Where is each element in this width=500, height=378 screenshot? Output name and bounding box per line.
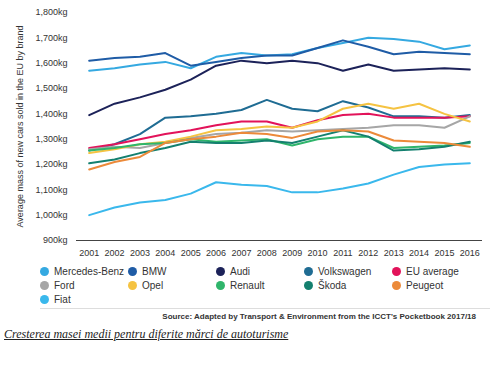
html-text:Audi: Audi <box>230 265 250 277</box>
svg-text:2004: 2004 <box>155 248 175 258</box>
svg-text:2009: 2009 <box>282 248 302 258</box>
svg-text:2014: 2014 <box>409 248 429 258</box>
html-text:Renault: Renault <box>230 279 265 291</box>
html-text:Source: Adapted by Transport &: Source: Adapted by Transport & Environme… <box>162 312 476 321</box>
svg-text:900kg: 900kg <box>43 235 68 245</box>
html-text:Škoda: Škoda <box>318 279 347 291</box>
html-text:Volkswagen: Volkswagen <box>318 265 372 277</box>
html-text:EU average: EU average <box>406 265 459 277</box>
html-text:Peugeot: Peugeot <box>406 279 444 291</box>
svg-text:2015: 2015 <box>434 248 454 258</box>
html-text:Mercedes-Benz: Mercedes-Benz <box>54 265 124 277</box>
svg-text:2005: 2005 <box>181 248 201 258</box>
html-text:Cresterea masei medii pentru d: Cresterea masei medii pentru diferite mă… <box>4 327 289 341</box>
html-text:Fiat: Fiat <box>54 293 71 305</box>
svg-text:1,000kg: 1,000kg <box>35 210 67 220</box>
svg-text:1,200kg: 1,200kg <box>35 159 67 169</box>
html-text:BMW: BMW <box>142 265 167 277</box>
html-text:Opel: Opel <box>142 279 164 291</box>
svg-text:1,600kg: 1,600kg <box>35 58 67 68</box>
svg-text:2010: 2010 <box>308 248 328 258</box>
svg-text:2001: 2001 <box>79 248 99 258</box>
svg-text:2011: 2011 <box>333 248 352 258</box>
svg-text:1,800kg: 1,800kg <box>35 7 67 17</box>
svg-text:2013: 2013 <box>384 248 404 258</box>
svg-text:2016: 2016 <box>460 248 480 258</box>
svg-text:1,700kg: 1,700kg <box>35 33 67 43</box>
svg-text:1,400kg: 1,400kg <box>35 109 67 119</box>
svg-text:2006: 2006 <box>206 248 226 258</box>
svg-text:1,100kg: 1,100kg <box>35 185 67 195</box>
svg-text:Average mass of new cars sold: Average mass of new cars sold in the EU … <box>15 26 25 228</box>
svg-text:1,500kg: 1,500kg <box>35 83 67 93</box>
html-text:Ford: Ford <box>54 279 75 291</box>
svg-text:2002: 2002 <box>105 248 125 258</box>
svg-text:2003: 2003 <box>130 248 150 258</box>
svg-text:2008: 2008 <box>257 248 277 258</box>
svg-text:2007: 2007 <box>231 248 251 258</box>
svg-text:2012: 2012 <box>358 248 378 258</box>
svg-text:1,300kg: 1,300kg <box>35 134 67 144</box>
